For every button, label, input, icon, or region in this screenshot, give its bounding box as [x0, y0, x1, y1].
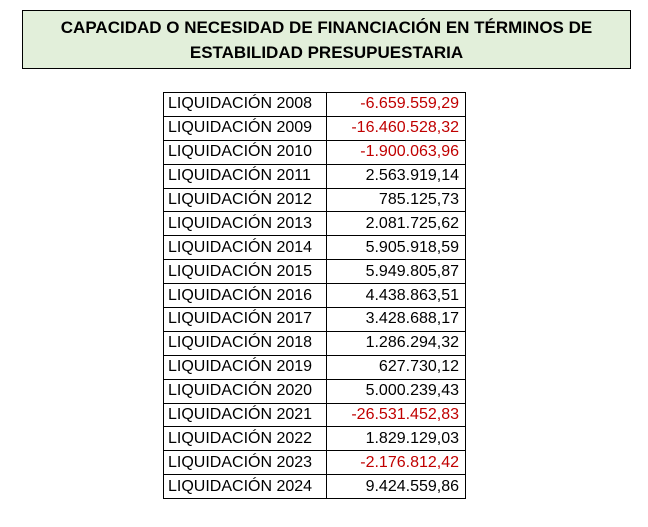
row-value: -2.176.812,42: [326, 450, 466, 476]
row-label: LIQUIDACIÓN 2014: [163, 235, 327, 261]
row-value: 1.286.294,32: [326, 330, 466, 356]
table-row: LIQUIDACIÓN 2023 -2.176.812,42: [163, 450, 466, 476]
table-row: LIQUIDACIÓN 2024 9.424.559,86: [163, 474, 466, 500]
table-row: LIQUIDACIÓN 2014 5.905.918,59: [163, 235, 466, 261]
row-value: 4.438.863,51: [326, 283, 466, 309]
row-label: LIQUIDACIÓN 2013: [163, 211, 327, 237]
row-label: LIQUIDACIÓN 2019: [163, 354, 327, 380]
row-value: 5.949.805,87: [326, 259, 466, 285]
table-row: LIQUIDACIÓN 2016 4.438.863,51: [163, 283, 466, 309]
row-value: 627.730,12: [326, 354, 466, 380]
row-label: LIQUIDACIÓN 2022: [163, 426, 327, 452]
table-row: LIQUIDACIÓN 2010 -1.900.063,96: [163, 139, 466, 165]
row-value: 2.563.919,14: [326, 163, 466, 189]
table-row: LIQUIDACIÓN 2009 -16.460.528,32: [163, 115, 466, 141]
row-label: LIQUIDACIÓN 2010: [163, 139, 327, 165]
row-label: LIQUIDACIÓN 2015: [163, 259, 327, 285]
table: LIQUIDACIÓN 2008 -6.659.559,29 LIQUIDACIÓN…: [163, 92, 466, 500]
row-label: LIQUIDACIÓN 2017: [163, 307, 327, 332]
row-label: LIQUIDACIÓN 2016: [163, 283, 327, 309]
table-row: LIQUIDACIÓN 2022 1.829.129,03: [163, 426, 466, 452]
row-label: LIQUIDACIÓN 2020: [163, 378, 327, 404]
row-label: LIQUIDACIÓN 2011: [163, 163, 327, 189]
row-label: LIQUIDACIÓN 2012: [163, 187, 327, 213]
row-value: -26.531.452,83: [326, 402, 466, 428]
row-label: LIQUIDACIÓN 2023: [163, 450, 327, 476]
table-row: LIQUIDACIÓN 2018 1.286.294,32: [163, 330, 466, 356]
table-row: LIQUIDACIÓN 2013 2.081.725,62: [163, 211, 466, 237]
row-value: 3.428.688,17: [326, 307, 466, 332]
table-row: LIQUIDACIÓN 2008 -6.659.559,29: [163, 92, 466, 117]
row-value: 1.829.129,03: [326, 426, 466, 452]
row-label: LIQUIDACIÓN 2021: [163, 402, 327, 428]
table-row: LIQUIDACIÓN 2019 627.730,12: [163, 354, 466, 380]
row-label: LIQUIDACIÓN 2008: [163, 92, 327, 117]
row-label: LIQUIDACIÓN 2024: [163, 474, 327, 500]
row-value: 9.424.559,86: [326, 474, 466, 500]
row-label: LIQUIDACIÓN 2018: [163, 330, 327, 356]
title-line: CAPACIDAD O NECESIDAD DE FINANCIACIÓN EN…: [60, 17, 593, 37]
title-line: ESTABILIDAD PRESUPUESTARIA: [189, 42, 464, 62]
table-row: LIQUIDACIÓN 2021 -26.531.452,83: [163, 402, 466, 428]
row-value: 785.125,73: [326, 187, 466, 213]
row-value: 5.000.239,43: [326, 378, 466, 404]
row-label: LIQUIDACIÓN 2009: [163, 115, 327, 141]
table-row: LIQUIDACIÓN 2017 3.428.688,17: [163, 307, 466, 332]
table-row: LIQUIDACIÓN 2015 5.949.805,87: [163, 259, 466, 285]
row-value: 2.081.725,62: [326, 211, 466, 237]
row-value: -6.659.559,29: [326, 92, 466, 117]
table-row: LIQUIDACIÓN 2020 5.000.239,43: [163, 378, 466, 404]
table-row: LIQUIDACIÓN 2011 2.563.919,14: [163, 163, 466, 189]
title-box: CAPACIDAD O NECESIDAD DE FINANCIACIÓN EN…: [22, 10, 631, 69]
table-row: LIQUIDACIÓN 2012 785.125,73: [163, 187, 466, 213]
row-value: 5.905.918,59: [326, 235, 466, 261]
row-value: -1.900.063,96: [326, 139, 466, 165]
row-value: -16.460.528,32: [326, 115, 466, 141]
